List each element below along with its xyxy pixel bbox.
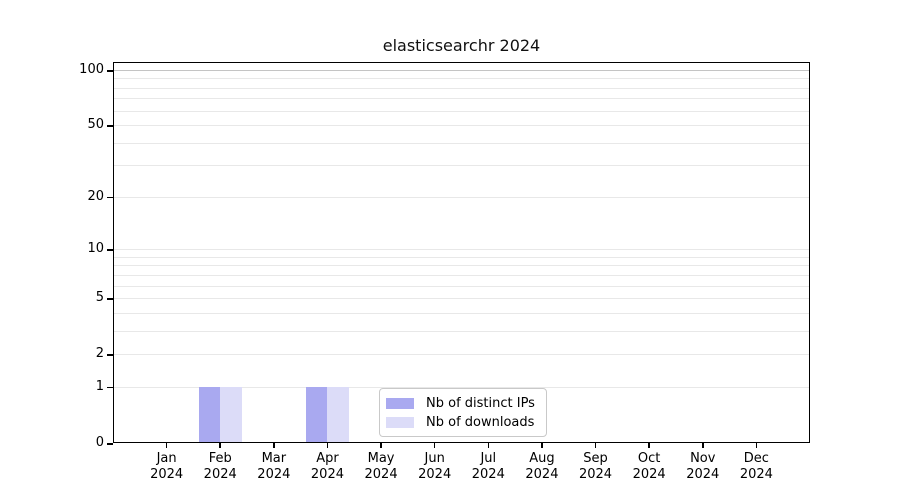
y-gridline-minor	[113, 265, 810, 267]
x-axis-tick-label: May 2024	[351, 451, 411, 483]
x-axis-tick-label-line: Jan	[156, 451, 177, 466]
y-gridline-minor	[113, 98, 810, 100]
x-axis-tick	[487, 443, 490, 448]
chart-title: elasticsearchr 2024	[382, 36, 541, 55]
y-gridline-major	[113, 298, 810, 300]
legend-label: Nb of downloads	[426, 415, 535, 430]
legend: Nb of distinct IPs Nb of downloads	[379, 388, 547, 437]
y-axis-tick-label: 2	[95, 346, 104, 362]
x-axis-tick	[273, 443, 275, 448]
x-axis-tick	[541, 443, 543, 448]
y-gridline-major	[113, 196, 810, 198]
bar-downloads	[327, 386, 349, 443]
x-axis-tick-label: Feb 2024	[190, 451, 250, 483]
x-axis-tick	[648, 443, 650, 448]
bar-distinct-ips	[306, 386, 328, 443]
x-axis-tick-label-line: Apr	[316, 451, 339, 466]
x-axis-tick-label: Mar 2024	[244, 451, 304, 483]
x-axis-tick-label-line: 2024	[203, 467, 237, 482]
y-gridline-minor	[113, 256, 810, 258]
y-gridline-major	[113, 354, 810, 356]
x-axis-tick	[594, 443, 597, 448]
bar-distinct-ips	[198, 386, 221, 443]
y-gridline-minor	[113, 142, 810, 144]
x-axis-tick-label-line: 2024	[257, 467, 291, 482]
x-axis-tick	[165, 443, 168, 448]
x-axis-tick-label: Jul 2024	[458, 451, 518, 483]
y-gridline-major	[113, 249, 810, 251]
y-gridline-minor	[113, 110, 810, 112]
x-axis-tick-label-line: 2024	[364, 467, 398, 482]
legend-item: Nb of downloads	[386, 413, 538, 432]
x-axis-tick	[326, 443, 329, 448]
y-axis-tick	[107, 354, 113, 356]
y-gridline-minor	[113, 285, 810, 287]
x-axis-tick-label-line: 2024	[525, 467, 559, 482]
y-gridline-major	[113, 125, 810, 127]
x-axis-tick	[219, 443, 221, 448]
y-gridline-minor	[113, 274, 810, 276]
x-axis-tick	[702, 443, 704, 448]
y-axis-tick-label: 1	[95, 378, 104, 394]
x-axis-tick-label-line: 2024	[686, 467, 720, 482]
x-axis-tick-label-line: Mar	[261, 451, 287, 466]
x-axis-tick-label-line: Aug	[529, 451, 555, 466]
y-axis-tick	[107, 443, 113, 445]
y-gridline-major	[113, 70, 810, 71]
y-axis-tick-label: 5	[95, 290, 104, 306]
x-axis-tick-label-line: 2024	[632, 467, 666, 482]
x-axis-tick-label: Apr 2024	[297, 451, 357, 483]
y-axis-tick	[107, 386, 113, 389]
x-axis-tick	[755, 443, 758, 448]
x-axis-tick-label-line: Jul	[480, 451, 497, 466]
y-gridline-minor	[113, 312, 810, 314]
y-gridline-minor	[113, 87, 810, 89]
x-axis-tick-label: Oct 2024	[619, 451, 679, 483]
x-axis-tick	[433, 443, 436, 448]
x-axis-tick-label-line: Feb	[208, 451, 232, 466]
x-axis-tick-label-line: May	[367, 451, 395, 466]
x-axis-tick-label-line: 2024	[471, 467, 505, 482]
x-axis-tick-label-line: Jun	[424, 451, 445, 466]
legend-swatch-icon	[386, 417, 414, 428]
legend-label: Nb of distinct IPs	[426, 396, 535, 411]
x-axis-tick-label: Aug 2024	[512, 451, 572, 483]
x-axis-tick-label: Jan 2024	[137, 451, 197, 483]
x-axis-tick-label-line: Sep	[583, 451, 608, 466]
x-axis-tick-label: Sep 2024	[566, 451, 626, 483]
y-axis-tick	[107, 125, 113, 127]
y-axis-tick	[107, 298, 113, 300]
x-axis-tick-label: Jun 2024	[405, 451, 465, 483]
y-axis-tick-label: 0	[95, 435, 104, 450]
y-axis-tick-label: 100	[79, 62, 104, 77]
x-axis-tick-label-line: 2024	[739, 467, 773, 482]
plot-area	[113, 62, 810, 443]
y-axis-tick	[107, 70, 113, 72]
y-axis-tick-label: 10	[87, 241, 104, 257]
x-axis-tick-label-line: Nov	[690, 451, 716, 466]
x-axis-tick-label-line: 2024	[150, 467, 184, 482]
x-axis-tick	[380, 443, 382, 448]
y-axis-tick-label: 50	[87, 117, 104, 133]
y-gridline-major	[113, 386, 810, 388]
legend-swatch-icon	[386, 398, 414, 409]
x-axis-tick-label: Dec 2024	[726, 451, 786, 483]
y-gridline-minor	[113, 330, 810, 332]
x-axis-tick-label-line: Dec	[743, 451, 769, 466]
x-axis-tick-label-line: 2024	[578, 467, 613, 482]
y-axis-tick	[107, 249, 113, 251]
bar-downloads	[220, 386, 242, 443]
y-axis-tick-label: 20	[87, 188, 104, 204]
y-gridline-minor	[113, 165, 810, 167]
legend-item: Nb of distinct IPs	[386, 394, 538, 413]
x-axis-tick-label: Nov 2024	[673, 451, 733, 483]
x-axis-tick-label-line: Oct	[637, 451, 661, 466]
x-axis-tick-label-line: 2024	[310, 467, 344, 482]
x-axis-tick-label-line: 2024	[418, 467, 452, 482]
y-axis-tick	[107, 196, 113, 199]
y-gridline-minor	[113, 78, 810, 80]
